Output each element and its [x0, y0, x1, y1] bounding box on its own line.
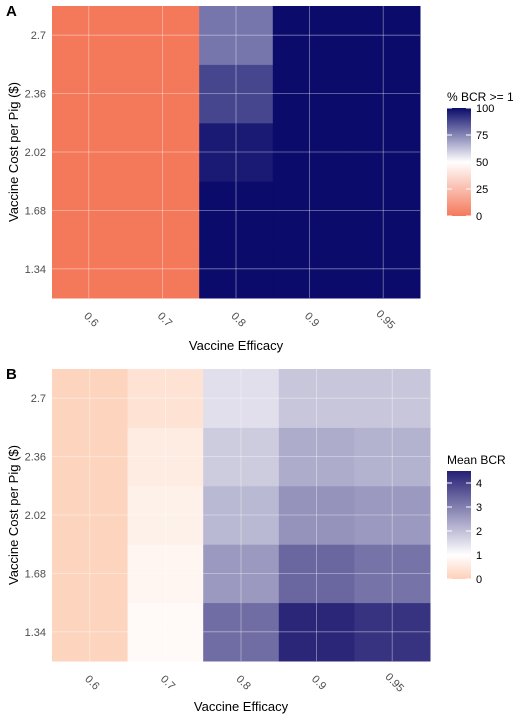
y-tick-label: 2.7 — [31, 30, 46, 42]
x-tick-label: 0.95 — [374, 308, 398, 332]
legend-title: % BCR >= 1 — [447, 90, 514, 104]
y-tick-label: 2.36 — [25, 89, 46, 101]
heatmap-cell — [203, 544, 280, 604]
heatmap-cell — [52, 602, 129, 662]
heatmap-cell — [52, 6, 127, 65]
heatmap-cell — [346, 64, 421, 124]
heatmap-cell — [125, 181, 200, 241]
y-tick-label: 1.34 — [25, 264, 46, 276]
legend-colorbar — [447, 471, 471, 579]
heatmap-cell — [125, 64, 200, 124]
heatmap-cell — [354, 485, 431, 545]
heatmap-cell — [272, 64, 347, 124]
heatmap-cell — [203, 427, 280, 487]
heatmap-cell — [203, 602, 280, 662]
panel-a: A 1.34 1.68 2.02 2.36 2.7 0.6 0.7 0.8 0.9 0.95 Vacc… — [6, 3, 514, 353]
heatmap-cell — [346, 239, 421, 299]
heatmap-cell — [199, 64, 274, 124]
y-axis-title: Vaccine Cost per Pig ($) — [6, 445, 21, 585]
y-tick-label: 1.34 — [25, 627, 46, 639]
heatmap-cell — [272, 239, 347, 299]
legend-tick-label: 3 — [476, 502, 482, 514]
y-tick-label: 2.02 — [25, 147, 46, 159]
heatmap-cell — [127, 427, 204, 487]
x-axis-title: Vaccine Efficacy — [189, 338, 284, 353]
heatmap-cell — [125, 122, 200, 182]
x-tick-label: 0.9 — [302, 310, 321, 329]
heatmap-cell — [278, 602, 355, 662]
heatmap-cell — [278, 369, 355, 428]
heatmap-cell — [52, 181, 127, 241]
panel-b: B 1.34 1.68 2.02 2.36 2.7 0.6 0.7 0.8 0.9 0.95 Vacc… — [6, 366, 506, 714]
heatmap-cell — [52, 544, 129, 604]
y-tick-label: 2.36 — [25, 452, 46, 464]
legend-tick-label: 0 — [476, 574, 482, 586]
heatmap-cell — [199, 181, 274, 241]
legend-tick-label: 25 — [476, 184, 488, 196]
heatmap-cell — [346, 181, 421, 241]
heatmap-cell — [127, 602, 204, 662]
legend-tick-label: 2 — [476, 526, 482, 538]
y-tick-label: 1.68 — [25, 568, 46, 580]
y-axis-title: Vaccine Cost per Pig ($) — [6, 82, 21, 222]
heatmap-cell — [203, 485, 280, 545]
heatmap-cell — [278, 485, 355, 545]
y-tick-label: 2.02 — [25, 510, 46, 522]
heatmap-cell — [346, 122, 421, 182]
heatmap-cell — [52, 485, 129, 545]
legend-tick-label: 50 — [476, 157, 488, 169]
heatmap-cell — [199, 6, 274, 65]
panel-label: B — [6, 366, 17, 383]
x-tick-label: 0.6 — [81, 310, 100, 329]
heatmap-cell — [346, 6, 421, 65]
legend-tick-label: 75 — [476, 130, 488, 142]
x-tick-label: 0.7 — [158, 673, 177, 692]
x-tick-label: 0.6 — [82, 673, 101, 692]
y-tick-label: 1.68 — [25, 205, 46, 217]
heatmap-cell — [354, 602, 431, 662]
heatmap-cell — [199, 122, 274, 182]
heatmap-cell — [203, 369, 280, 428]
legend: % BCR >= 1 0 25 50 75 100 — [447, 90, 514, 223]
heatmap-cell — [272, 122, 347, 182]
heatmap-cell — [354, 369, 431, 428]
x-tick-label: 0.9 — [309, 673, 328, 692]
heatmap-cell — [52, 64, 127, 124]
legend-tick-label: 100 — [476, 103, 494, 115]
heatmap-cell — [278, 544, 355, 604]
heatmap-cell — [278, 427, 355, 487]
x-tick-label: 0.7 — [155, 310, 174, 329]
x-axis-title: Vaccine Efficacy — [194, 699, 289, 714]
panel-label: A — [6, 3, 17, 20]
heatmap-cell — [52, 239, 127, 299]
heatmap-cell — [127, 485, 204, 545]
legend: Mean BCR 0 1 2 3 4 — [447, 453, 506, 586]
heatmap-cell — [52, 369, 129, 428]
legend-tick-label: 4 — [476, 478, 482, 490]
x-tick-label: 0.8 — [233, 673, 252, 692]
heatmap-cell — [354, 544, 431, 604]
x-tick-label: 0.8 — [228, 310, 247, 329]
heatmap-cell — [127, 369, 204, 428]
legend-tick-label: 1 — [476, 550, 482, 562]
heatmap-cell — [125, 6, 200, 65]
heatmap-cell — [127, 544, 204, 604]
heatmap-cell — [354, 427, 431, 487]
heatmap-cell — [272, 6, 347, 65]
heatmap-cell — [125, 239, 200, 299]
heatmap-cell — [272, 181, 347, 241]
y-tick-label: 2.7 — [31, 393, 46, 405]
legend-tick-label: 0 — [476, 211, 482, 223]
heatmap-cell — [52, 122, 127, 182]
x-tick-label: 0.95 — [383, 671, 407, 695]
heatmap-cell — [199, 239, 274, 299]
heatmap-cell — [52, 427, 129, 487]
legend-title: Mean BCR — [447, 453, 506, 467]
